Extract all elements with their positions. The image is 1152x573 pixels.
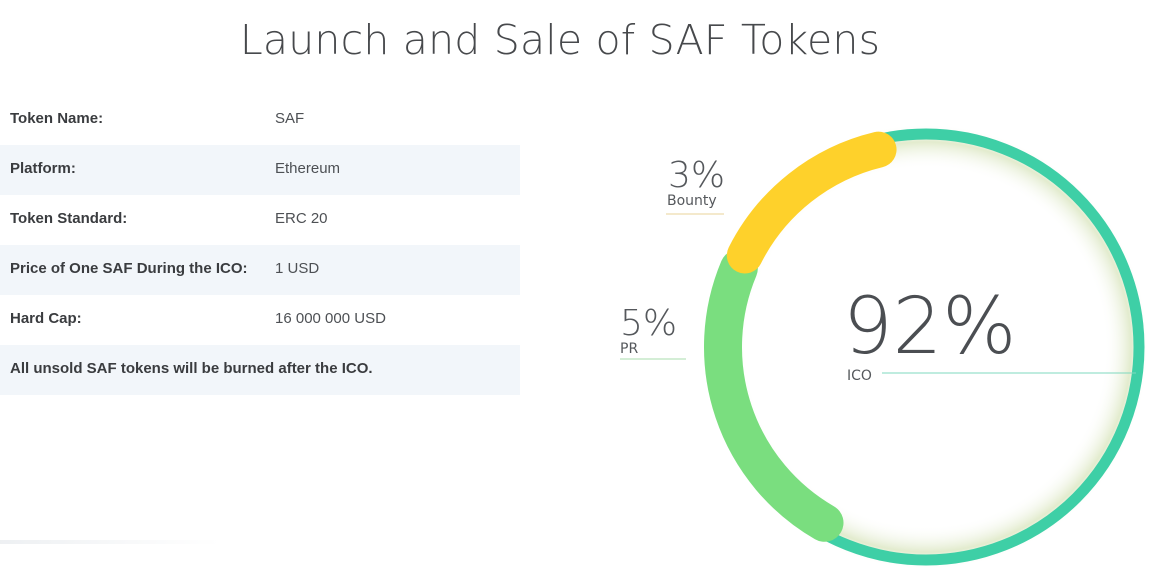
row-label: Platform: [10, 160, 76, 177]
token-distribution-donut-chart: 3%Bounty 5%PR 92%ICO [620, 124, 1149, 570]
table-row-token-standard: Token Standard: ERC 20 [0, 195, 520, 245]
row-label: Token Standard: [10, 210, 128, 227]
ico-name-label: ICO [847, 368, 872, 384]
row-label: Hard Cap: [10, 310, 82, 327]
bounty-percent-label: 3% [668, 155, 725, 196]
row-value: 1 USD [275, 260, 320, 277]
decorative-fade [0, 540, 220, 544]
ico-percent-label: 92% [843, 282, 1016, 372]
donut-glow [703, 124, 1149, 570]
row-value: Ethereum [275, 160, 341, 177]
footnote-text: All unsold SAF tokens will be burned aft… [10, 360, 373, 377]
donut-slice-bounty [726, 131, 897, 274]
pr-percent-label: 5% [620, 303, 677, 344]
page-title: Launch and Sale of SAF Tokens [239, 16, 881, 64]
table-row-token-name: Token Name: SAF [0, 95, 520, 145]
table-row-platform: Platform: Ethereum [0, 145, 520, 195]
row-value: ERC 20 [275, 210, 328, 227]
table-row-footnote: All unsold SAF tokens will be burned aft… [0, 345, 520, 395]
table-row-hard-cap: Hard Cap: 16 000 000 USD [0, 295, 520, 345]
token-info-table: Token Name: SAF Platform: Ethereum Token… [0, 95, 520, 395]
bounty-name-label: Bounty [667, 193, 717, 209]
pr-name-label: PR [620, 341, 638, 357]
table-row-price: Price of One SAF During the ICO: 1 USD [0, 245, 520, 295]
row-value: 16 000 000 USD [275, 310, 386, 327]
donut-slice-pr [704, 249, 844, 542]
row-label: Price of One SAF During the ICO: [10, 260, 248, 277]
row-value: SAF [275, 110, 305, 127]
row-label: Token Name: [10, 110, 104, 127]
